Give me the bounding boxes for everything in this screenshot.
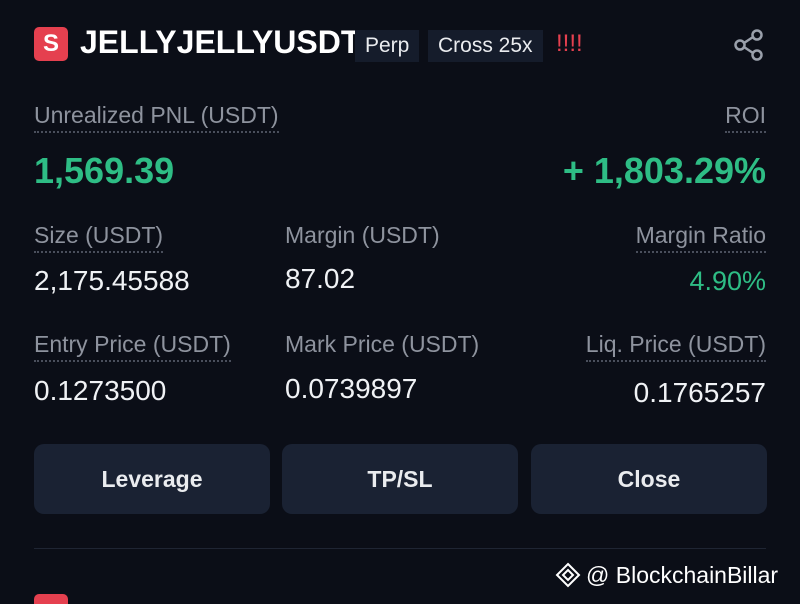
divider [34, 548, 766, 549]
tag: Perp [355, 30, 420, 62]
symbol[interactable]: JELLYJELLYUSDT [80, 24, 361, 60]
stat-value: 0.1273500 [34, 375, 167, 406]
stat-value: 87.02 [285, 263, 356, 294]
stat-value: 0.1765257 [633, 377, 766, 408]
watermark-logo [555, 562, 581, 588]
button[interactable]: Leverage [34, 444, 270, 514]
stat-label: Margin (USDT) [285, 222, 440, 248]
button[interactable]: TP/SL [282, 444, 518, 514]
symbol-icon: S [34, 27, 68, 61]
roi-label: ROI [725, 102, 766, 133]
roi-value: + 1,803.29% [562, 150, 766, 191]
tag: Cross 25x [428, 30, 543, 62]
stat-label: Margin Ratio [635, 222, 766, 253]
stat-label: Mark Price (USDT) [285, 331, 480, 357]
stat-value: 4.90% [689, 266, 766, 296]
watermark: @ BlockchainBillar [586, 562, 779, 588]
share-icon[interactable] [732, 28, 766, 62]
warning: !!!! [556, 30, 583, 57]
stat-value: 0.0739897 [285, 373, 418, 404]
pnl-value: 1,569.39 [34, 150, 175, 191]
stat-label: Entry Price (USDT) [34, 331, 231, 362]
pnl-label: Unrealized PNL (USDT) [34, 102, 279, 133]
stat-label: Liq. Price (USDT) [585, 331, 766, 362]
stat-value: 2,175.45588 [34, 265, 190, 296]
button[interactable]: Close [531, 444, 767, 514]
next-icon [34, 594, 68, 604]
stat-label: Size (USDT) [34, 222, 164, 253]
